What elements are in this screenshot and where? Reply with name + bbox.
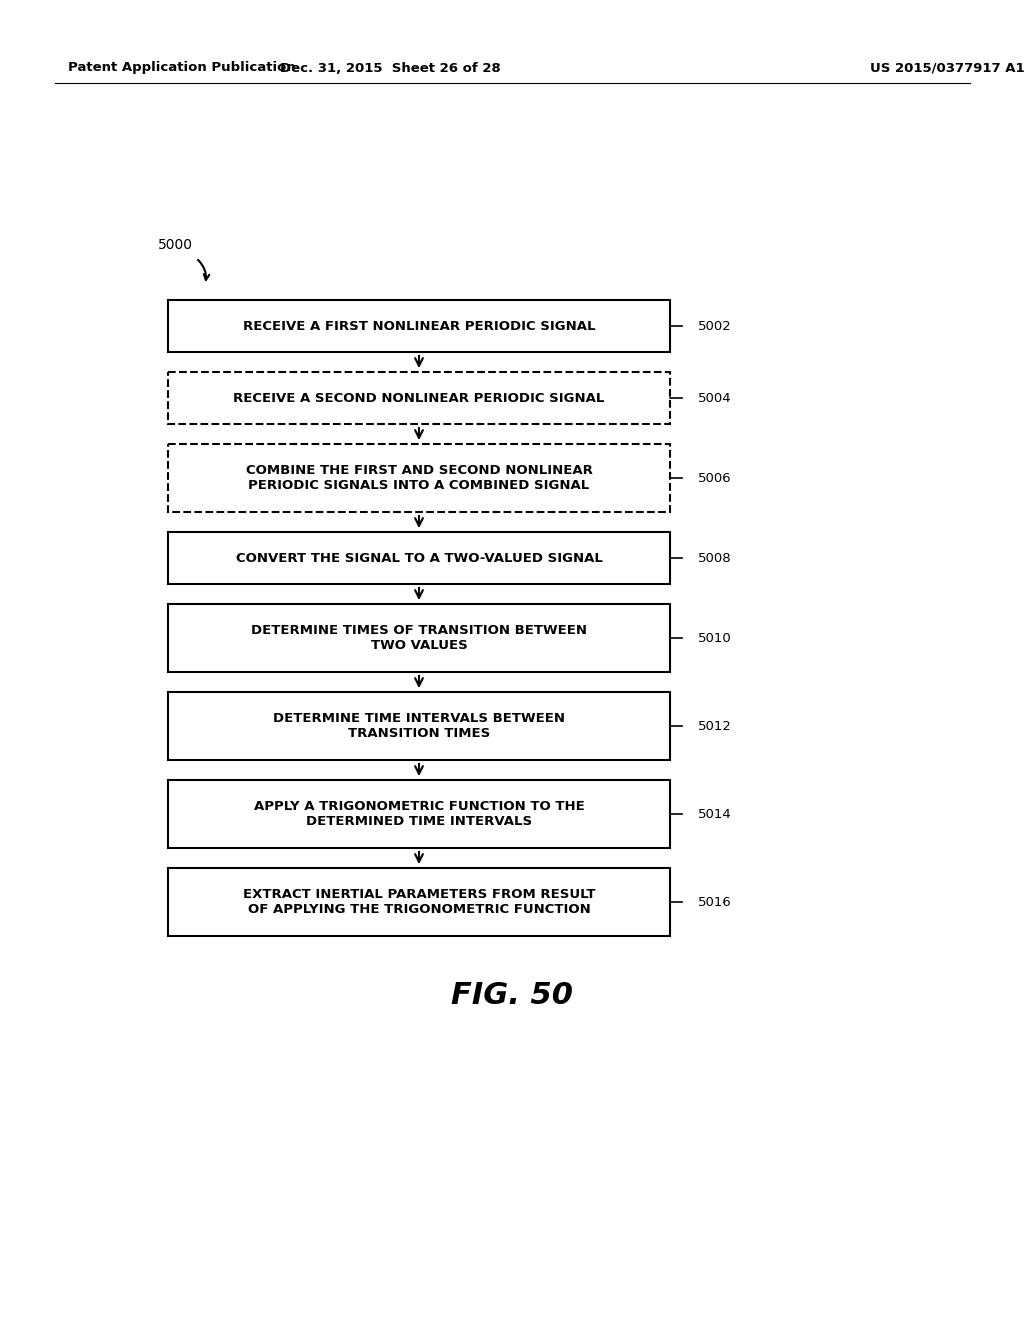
Text: FIG. 50: FIG. 50 [451,982,573,1011]
Text: Patent Application Publication: Patent Application Publication [68,62,296,74]
Text: US 2015/0377917 A1: US 2015/0377917 A1 [870,62,1024,74]
Text: 5006: 5006 [698,471,731,484]
Bar [168,780,670,847]
Text: 5012: 5012 [698,719,732,733]
Text: APPLY A TRIGONOMETRIC FUNCTION TO THE
DETERMINED TIME INTERVALS: APPLY A TRIGONOMETRIC FUNCTION TO THE DE… [254,800,585,828]
Bar [168,692,670,760]
Text: 5010: 5010 [698,631,732,644]
Text: 5004: 5004 [698,392,731,404]
Text: DETERMINE TIMES OF TRANSITION BETWEEN
TWO VALUES: DETERMINE TIMES OF TRANSITION BETWEEN TW… [251,624,587,652]
Bar [168,372,670,424]
Text: 5008: 5008 [698,552,731,565]
Text: 5000: 5000 [158,238,193,252]
Text: DETERMINE TIME INTERVALS BETWEEN
TRANSITION TIMES: DETERMINE TIME INTERVALS BETWEEN TRANSIT… [273,711,565,741]
Bar [168,444,670,512]
Text: RECEIVE A SECOND NONLINEAR PERIODIC SIGNAL: RECEIVE A SECOND NONLINEAR PERIODIC SIGN… [233,392,605,404]
Text: RECEIVE A FIRST NONLINEAR PERIODIC SIGNAL: RECEIVE A FIRST NONLINEAR PERIODIC SIGNA… [243,319,595,333]
Bar [168,532,670,583]
Text: EXTRACT INERTIAL PARAMETERS FROM RESULT
OF APPLYING THE TRIGONOMETRIC FUNCTION: EXTRACT INERTIAL PARAMETERS FROM RESULT … [243,888,595,916]
Text: 5002: 5002 [698,319,732,333]
Text: Dec. 31, 2015  Sheet 26 of 28: Dec. 31, 2015 Sheet 26 of 28 [280,62,501,74]
Text: 5016: 5016 [698,895,732,908]
Bar [168,869,670,936]
Text: CONVERT THE SIGNAL TO A TWO-VALUED SIGNAL: CONVERT THE SIGNAL TO A TWO-VALUED SIGNA… [236,552,602,565]
Bar [168,300,670,352]
Text: 5014: 5014 [698,808,732,821]
Text: COMBINE THE FIRST AND SECOND NONLINEAR
PERIODIC SIGNALS INTO A COMBINED SIGNAL: COMBINE THE FIRST AND SECOND NONLINEAR P… [246,465,593,492]
Bar [168,605,670,672]
